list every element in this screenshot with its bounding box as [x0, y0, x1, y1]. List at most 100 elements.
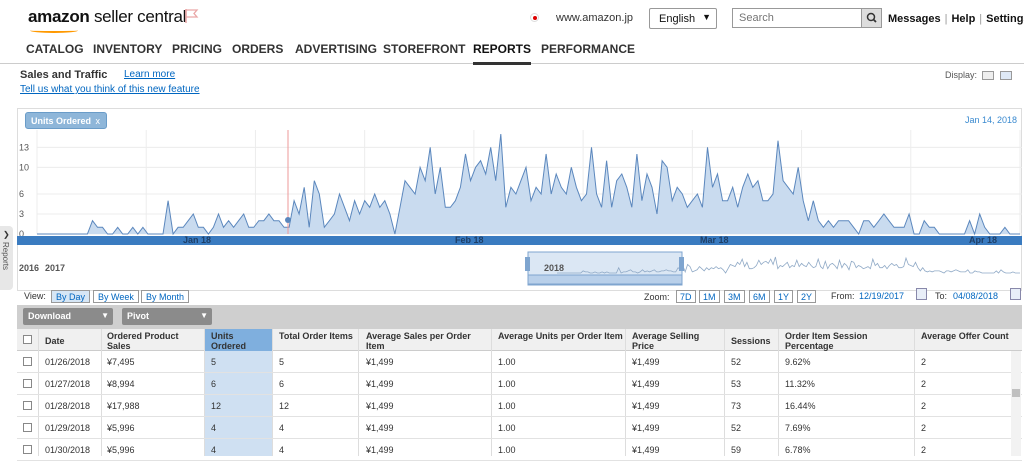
messages-link[interactable]: Messages — [888, 13, 941, 25]
table-row[interactable] — [17, 417, 1022, 439]
table-row[interactable] — [17, 395, 1022, 417]
table-row[interactable] — [17, 373, 1022, 395]
cell-units-ordered: 6 — [211, 379, 217, 389]
search-button[interactable] — [861, 8, 882, 28]
by-month-button[interactable]: By Month — [141, 290, 190, 303]
navigator-right-handle[interactable] — [679, 257, 684, 271]
column-divider — [358, 329, 359, 456]
y-tick-label: 10 — [19, 162, 29, 172]
navigator-scrollbar[interactable] — [527, 274, 683, 285]
settings-link[interactable]: Settings — [986, 13, 1024, 25]
reports-side-tab[interactable]: ❯ Reports — [0, 226, 13, 290]
table-view-icon[interactable] — [982, 71, 994, 80]
seller-central-logo[interactable]: amazon seller central — [28, 7, 186, 27]
from-calendar-icon[interactable] — [916, 288, 927, 300]
cell-average-selling-price: ¥1,499 — [632, 357, 660, 367]
tab-pricing[interactable]: PRICING — [172, 42, 223, 56]
column-divider — [101, 329, 102, 456]
tab-catalog[interactable]: CATALOG — [26, 42, 84, 56]
pivot-dropdown[interactable]: Pivot ▼ — [122, 308, 212, 325]
to-date-input[interactable]: 04/08/2018 — [953, 291, 999, 301]
units-ordered-chart[interactable]: 0 3 6 10 13 Jan 18 Feb 18 Mar 18 Apr 18 2016 20… — [17, 130, 1022, 288]
cell-order-item-session-percentage: 6.78% — [785, 445, 811, 455]
filter-chip-label: Units Ordered — [31, 116, 92, 126]
navigator-year-2016: 2016 — [19, 263, 39, 273]
zoom-3m-button[interactable]: 3M — [724, 290, 745, 303]
y-tick-label: 6 — [19, 189, 24, 199]
to-calendar-icon[interactable] — [1010, 288, 1021, 300]
col-order-item-session-percentage[interactable]: Order Item Session Percentage — [785, 331, 868, 351]
cell-date: 01/26/2018 — [45, 357, 91, 367]
search-input[interactable] — [732, 8, 862, 28]
col-ordered-product-sales[interactable]: Ordered Product Sales — [107, 331, 179, 351]
row-checkbox[interactable] — [23, 445, 32, 454]
table-scrollbar[interactable] — [1011, 351, 1021, 456]
tab-inventory[interactable]: INVENTORY — [93, 42, 163, 56]
row-checkbox[interactable] — [23, 423, 32, 432]
main-nav: CATALOG INVENTORY PRICING ORDERS ADVERTI… — [0, 36, 1024, 65]
col-sessions[interactable]: Sessions — [731, 336, 771, 346]
table-row[interactable] — [17, 439, 1022, 461]
tab-storefront[interactable]: STOREFRONT — [383, 42, 466, 56]
row-checkbox[interactable] — [23, 401, 32, 410]
column-divider — [914, 329, 915, 456]
flag-icon[interactable] — [184, 8, 200, 24]
column-divider — [778, 329, 779, 456]
scrollbar-thumb[interactable] — [1012, 389, 1020, 397]
units-ordered-filter-chip[interactable]: Units Ordered x — [25, 112, 107, 129]
cell-ordered-product-sales: ¥5,996 — [107, 445, 135, 455]
x-tick-label: Feb 18 — [455, 235, 484, 245]
cell-total-order-items: 5 — [279, 357, 285, 367]
cell-order-item-session-percentage: 9.62% — [785, 357, 811, 367]
col-average-units-per-order-item[interactable]: Average Units per Order Item — [498, 331, 623, 341]
cell-average-sales-per-order-item: ¥1,499 — [366, 423, 394, 433]
column-divider — [38, 329, 39, 456]
tab-orders[interactable]: ORDERS — [232, 42, 284, 56]
row-checkbox[interactable] — [23, 357, 32, 366]
help-link[interactable]: Help — [951, 13, 976, 25]
col-date[interactable]: Date — [45, 336, 65, 346]
col-average-selling-price[interactable]: Average Selling Price — [632, 331, 700, 351]
cell-sessions: 59 — [731, 445, 742, 455]
by-week-button[interactable]: By Week — [93, 290, 139, 303]
navigator-series — [557, 256, 1020, 274]
tab-reports[interactable]: REPORTS — [473, 42, 532, 65]
cell-average-offer-count: 2 — [921, 401, 927, 411]
zoom-2y-button[interactable]: 2Y — [797, 290, 817, 303]
zoom-1y-button[interactable]: 1Y — [774, 290, 794, 303]
language-value: English — [659, 13, 696, 25]
select-all-checkbox[interactable] — [23, 335, 32, 344]
x-tick-label: Apr 18 — [969, 235, 997, 245]
tab-advertising[interactable]: ADVERTISING — [295, 42, 378, 56]
column-divider — [204, 329, 205, 456]
download-dropdown[interactable]: Download ▼ — [23, 308, 113, 325]
cell-total-order-items: 4 — [279, 423, 285, 433]
navigator-left-handle[interactable] — [525, 257, 530, 271]
x-axis-labels: Jan 18 Feb 18 Mar 18 Apr 18 — [183, 235, 997, 245]
row-checkbox[interactable] — [23, 379, 32, 388]
cell-ordered-product-sales: ¥5,996 — [107, 423, 135, 433]
zoom-6m-button[interactable]: 6M — [749, 290, 770, 303]
series-line — [37, 133, 1020, 236]
language-select[interactable]: English ▼ — [649, 8, 717, 29]
column-divider — [272, 329, 273, 456]
zoom-1m-button[interactable]: 1M — [699, 290, 720, 303]
marketplace-label[interactable]: www.amazon.jp — [556, 12, 634, 24]
side-tab-label: Reports — [1, 242, 10, 271]
table-row[interactable] — [17, 351, 1022, 373]
amazon-smile-icon — [30, 28, 78, 33]
close-icon[interactable]: x — [95, 116, 101, 126]
cell-units-ordered: 12 — [211, 401, 222, 411]
col-average-sales-per-order-item[interactable]: Average Sales per Order Item — [366, 331, 471, 351]
col-total-order-items[interactable]: Total Order Items — [279, 331, 353, 341]
learn-more-link[interactable]: Learn more — [124, 69, 176, 80]
from-date-input[interactable]: 12/19/2017 — [859, 291, 905, 301]
col-average-offer-count[interactable]: Average Offer Count — [921, 331, 1009, 341]
feedback-link[interactable]: Tell us what you think of this new featu… — [20, 84, 200, 95]
by-day-button[interactable]: By Day — [51, 290, 91, 303]
col-units-ordered[interactable]: Units Ordered — [211, 331, 247, 351]
zoom-7d-button[interactable]: 7D — [676, 290, 696, 303]
tab-performance[interactable]: PERFORMANCE — [541, 42, 636, 56]
cell-average-selling-price: ¥1,499 — [632, 379, 660, 389]
chart-view-icon[interactable] — [1000, 71, 1012, 80]
